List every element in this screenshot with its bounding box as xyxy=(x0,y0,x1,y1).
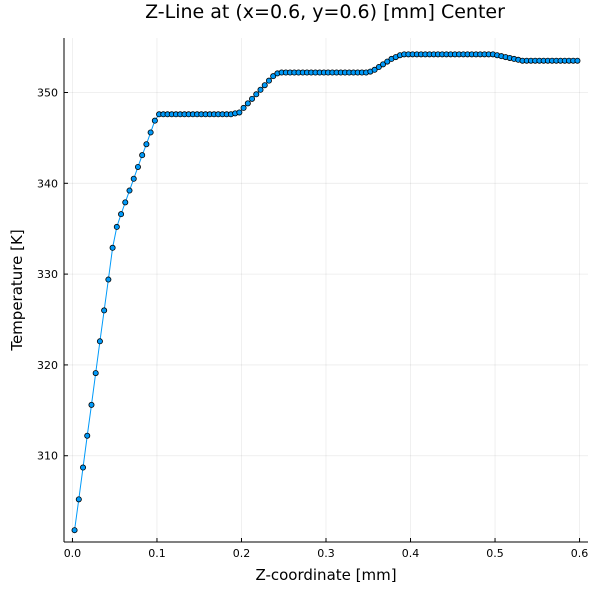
data-point xyxy=(96,338,103,345)
ticks-layer: 0.0 0.1 0.2 0.3 0.4 0.5 0.6 310 320 330 340 350 xyxy=(37,86,588,560)
data-point xyxy=(253,91,260,98)
grid-layer xyxy=(64,38,588,542)
data-point xyxy=(265,77,272,84)
data-point xyxy=(101,307,108,314)
data-point xyxy=(384,58,391,65)
x-tick-label: 0.6 xyxy=(571,547,589,560)
x-tick-label: 0.4 xyxy=(402,547,420,560)
data-point xyxy=(249,95,256,102)
data-point xyxy=(92,370,99,377)
data-point xyxy=(261,82,268,89)
series-layer xyxy=(71,51,581,534)
data-point xyxy=(126,187,133,194)
data-point xyxy=(244,100,251,107)
x-tick-label: 0.5 xyxy=(486,547,504,560)
data-point xyxy=(109,244,116,251)
data-point xyxy=(80,464,87,471)
data-point xyxy=(375,64,382,71)
data-point xyxy=(105,276,112,283)
data-point xyxy=(139,152,146,159)
data-point xyxy=(88,401,95,408)
y-tick-label: 310 xyxy=(37,450,58,463)
data-point xyxy=(143,141,150,148)
data-point xyxy=(84,432,91,439)
data-point xyxy=(151,117,158,124)
y-axis-label: Temperature [K] xyxy=(8,229,26,351)
data-point xyxy=(380,61,387,68)
x-tick-label: 0.3 xyxy=(317,547,335,560)
data-point xyxy=(71,527,78,534)
x-tick-label: 0.1 xyxy=(148,547,166,560)
x-axis-label: Z-coordinate [mm] xyxy=(255,566,396,584)
x-tick-label: 0.2 xyxy=(233,547,251,560)
data-point xyxy=(113,223,120,230)
data-point xyxy=(574,57,581,64)
chart-title: Z-Line at (x=0.6, y=0.6) [mm] Center xyxy=(145,1,505,23)
data-point xyxy=(257,86,264,93)
y-tick-label: 340 xyxy=(37,177,58,190)
data-point xyxy=(75,496,82,503)
data-point xyxy=(122,199,129,206)
data-point xyxy=(134,163,141,170)
data-point xyxy=(118,211,125,218)
y-tick-label: 350 xyxy=(37,86,58,99)
data-point xyxy=(240,104,247,111)
data-point xyxy=(236,109,243,116)
x-tick-label: 0.0 xyxy=(64,547,82,560)
data-point xyxy=(270,73,277,80)
data-point xyxy=(371,66,378,73)
y-tick-label: 320 xyxy=(37,359,58,372)
data-point xyxy=(130,175,137,182)
data-point xyxy=(147,129,154,136)
y-tick-label: 330 xyxy=(37,268,58,281)
